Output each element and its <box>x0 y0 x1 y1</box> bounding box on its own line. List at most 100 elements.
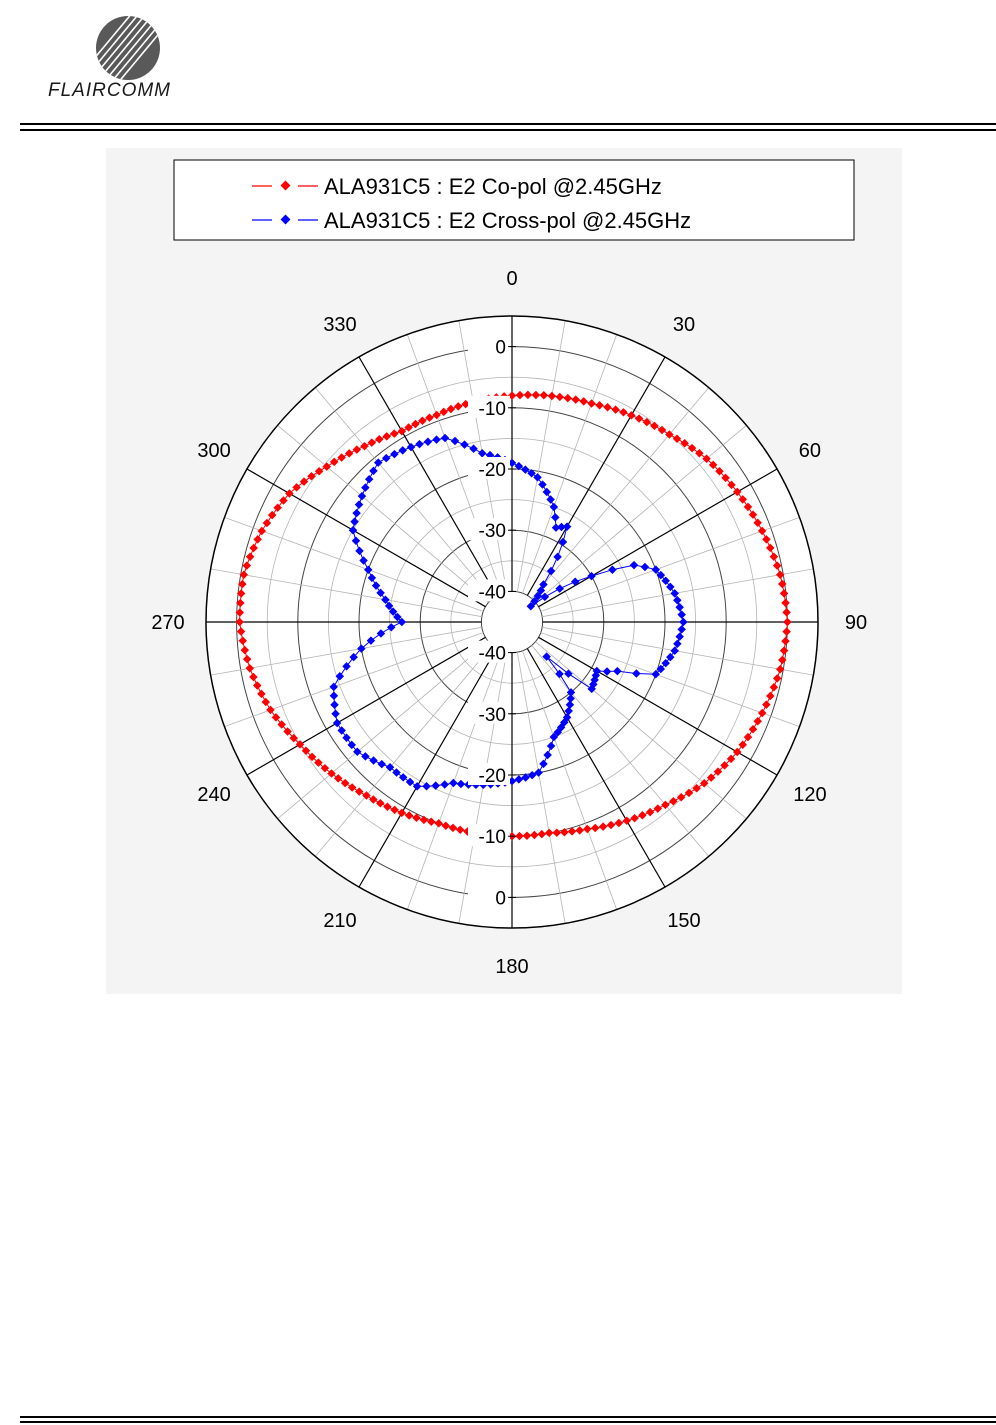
radial-tick-label: -10 <box>479 399 506 420</box>
data-point <box>553 552 562 562</box>
data-point <box>675 603 684 612</box>
data-point <box>242 654 252 664</box>
data-point <box>645 807 655 817</box>
radial-tick-label: -10 <box>479 827 506 848</box>
data-point <box>235 608 245 617</box>
data-point <box>353 747 362 757</box>
data-point <box>434 819 443 828</box>
data-point <box>390 805 399 815</box>
data-point <box>533 591 543 601</box>
data-point <box>235 617 244 627</box>
data-point <box>245 552 255 561</box>
radial-tick-bg <box>468 701 510 724</box>
data-point <box>765 543 775 553</box>
data-point <box>405 777 415 787</box>
data-point <box>538 480 547 489</box>
data-point <box>383 802 392 811</box>
radial-tick-label: -20 <box>479 766 506 787</box>
data-point <box>432 435 441 444</box>
data-point <box>283 727 292 736</box>
data-point <box>602 667 612 676</box>
data-point <box>515 390 525 400</box>
data-point <box>587 684 596 694</box>
data-point <box>446 404 456 414</box>
data-point <box>781 636 790 646</box>
data-point <box>397 426 407 436</box>
grid-spoke <box>277 425 489 603</box>
data-point <box>531 390 541 400</box>
data-point <box>411 419 420 429</box>
data-point <box>369 795 378 804</box>
data-point <box>706 773 716 782</box>
data-point <box>398 446 407 455</box>
data-point <box>590 823 600 833</box>
data-point <box>769 683 779 692</box>
data-point <box>360 441 369 451</box>
data-point <box>388 607 398 616</box>
data-point <box>301 746 311 755</box>
grid-spoke <box>522 650 618 910</box>
data-point <box>352 445 362 454</box>
data-point <box>439 407 448 417</box>
data-point <box>371 581 381 590</box>
data-point <box>657 425 667 435</box>
data-point <box>546 495 555 504</box>
grid-spoke <box>315 387 493 599</box>
radial-tick-bg <box>468 885 510 908</box>
data-point <box>257 689 266 699</box>
data-point <box>422 781 431 791</box>
grid-spoke <box>224 516 484 612</box>
data-point <box>566 688 576 697</box>
grid-spoke <box>210 568 482 618</box>
data-point <box>566 694 575 703</box>
footer-divider <box>20 1416 996 1418</box>
data-point <box>385 763 395 772</box>
data-point <box>337 726 346 735</box>
data-point <box>539 580 548 589</box>
radial-tick-bg <box>468 334 510 357</box>
angle-tick-label: 300 <box>197 440 230 462</box>
angle-tick-label: 150 <box>667 910 700 932</box>
grid-spoke <box>358 648 498 888</box>
data-point <box>546 566 556 576</box>
radial-tick-bg <box>468 824 510 847</box>
data-point <box>757 526 767 536</box>
grid-spoke <box>516 652 566 924</box>
radial-tick-bg <box>468 763 510 785</box>
radial-tick-bg <box>468 579 510 602</box>
data-point <box>779 646 789 655</box>
grid-spoke <box>522 334 618 594</box>
data-point <box>469 444 478 453</box>
data-point <box>614 818 624 828</box>
data-point <box>560 827 569 837</box>
data-point <box>342 662 351 671</box>
data-point <box>781 598 790 608</box>
data-point <box>766 691 775 701</box>
grid-spoke <box>535 641 747 819</box>
angle-tick-label: 180 <box>495 956 528 978</box>
data-point <box>595 400 604 410</box>
data-point <box>432 410 441 420</box>
angle-tick-label: 30 <box>673 314 695 336</box>
radial-tick-label: 0 <box>495 888 506 909</box>
radial-tick-label: -30 <box>479 705 506 726</box>
data-point <box>675 632 684 641</box>
angle-tick-label: 210 <box>323 910 356 932</box>
data-point <box>354 787 364 796</box>
data-point <box>553 728 562 737</box>
angle-tick-label: 0 <box>506 268 517 290</box>
data-point <box>630 813 639 823</box>
data-point <box>397 617 407 627</box>
data-point <box>238 636 247 646</box>
grid-spoke <box>531 645 709 857</box>
data-point <box>738 740 747 749</box>
grid-spoke <box>210 626 482 676</box>
data-point <box>565 700 575 709</box>
data-point <box>337 453 346 462</box>
data-point <box>522 831 532 840</box>
data-point <box>692 783 701 793</box>
data-point <box>748 725 758 734</box>
data-point <box>450 436 460 446</box>
data-point <box>392 768 401 777</box>
data-point <box>684 788 694 798</box>
